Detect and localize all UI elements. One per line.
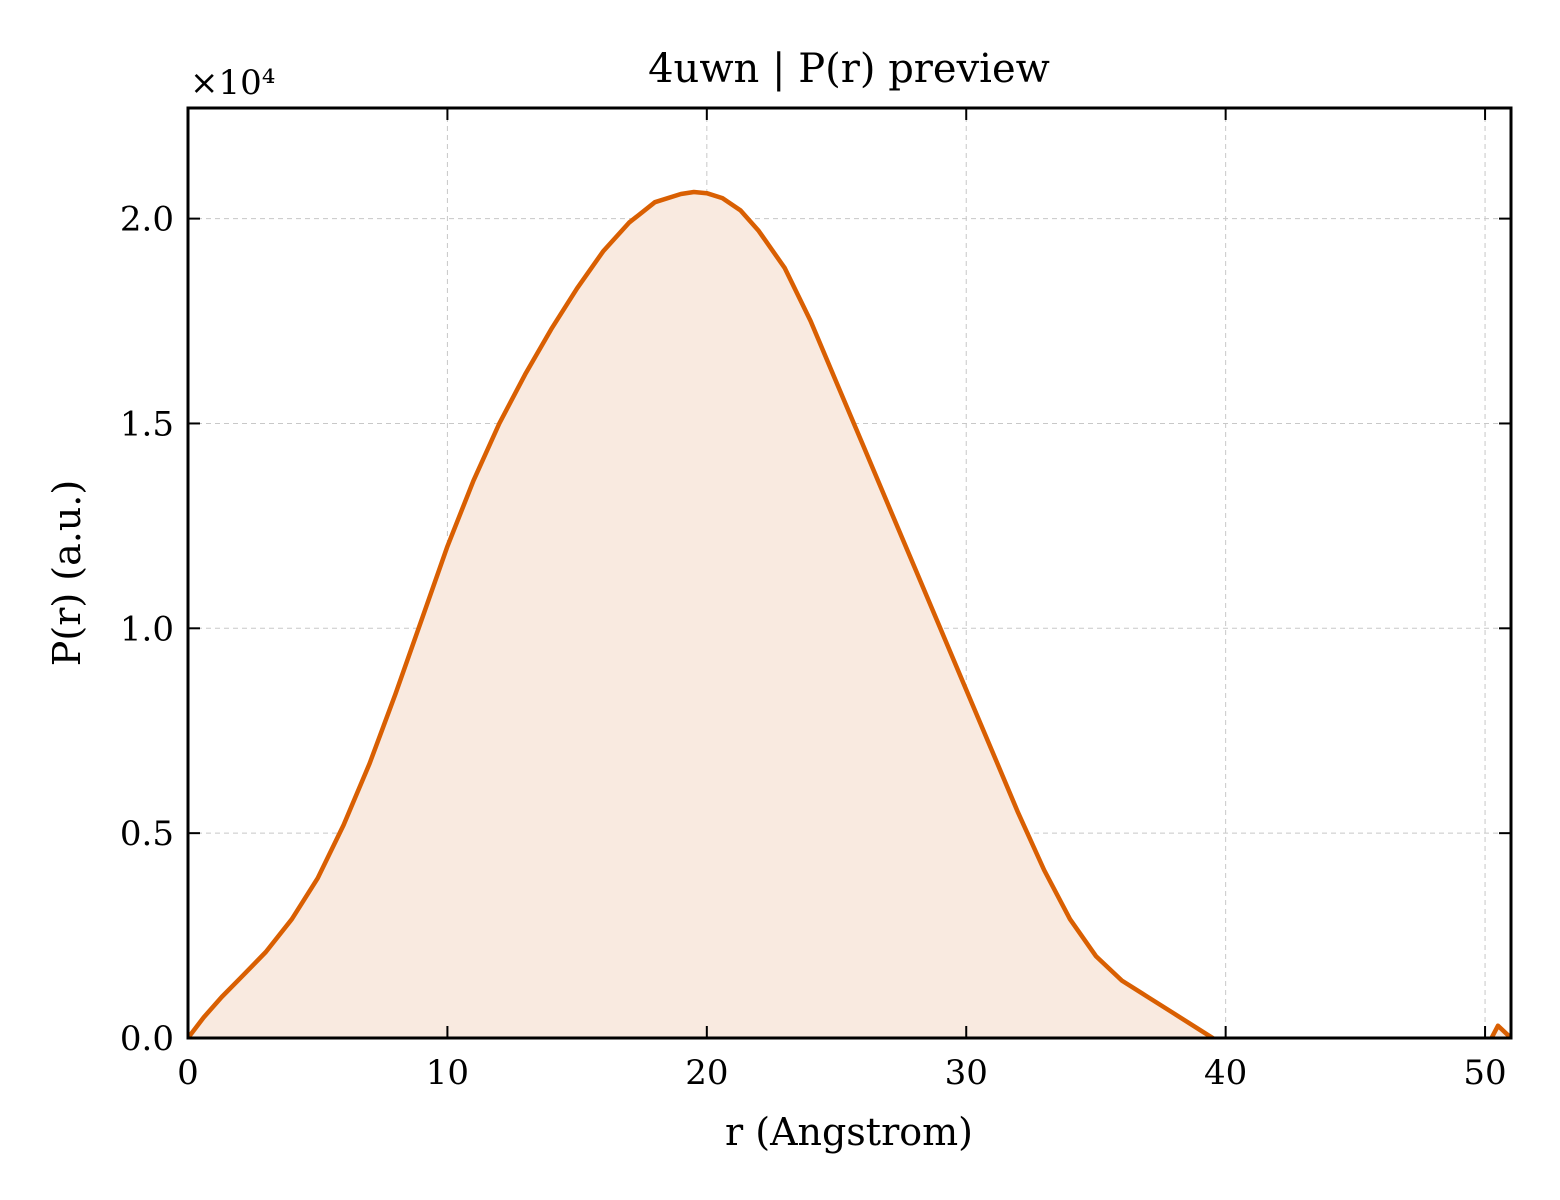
y-axis-label: P(r) (a.u.) (45, 480, 89, 666)
pr-line (188, 189, 1511, 1038)
pr-area-fill (188, 192, 1511, 1038)
y-tick-label: 0.0 (120, 1019, 174, 1059)
x-tick-label: 10 (426, 1053, 469, 1093)
y-tick-label: 2.0 (120, 200, 174, 240)
chart-title: 4uwn | P(r) preview (648, 46, 1050, 92)
x-tick-label: 50 (1463, 1053, 1506, 1093)
x-tick-label: 20 (685, 1053, 728, 1093)
y-tick-label: 1.5 (120, 404, 174, 444)
ticks: 0 10 20 30 40 50 0.0 0.5 1.0 1.5 2.0 (120, 108, 1511, 1093)
x-tick-label: 30 (945, 1053, 988, 1093)
y-offset-text: ×10⁴ (190, 63, 275, 103)
x-tick-label: 40 (1204, 1053, 1247, 1093)
x-axis-label: r (Angstrom) (725, 1110, 973, 1154)
plot-frame (186, 106, 1513, 1040)
x-tick-label: 0 (177, 1053, 199, 1093)
y-tick-label: 0.5 (120, 814, 174, 854)
y-tick-label: 1.0 (120, 609, 174, 649)
